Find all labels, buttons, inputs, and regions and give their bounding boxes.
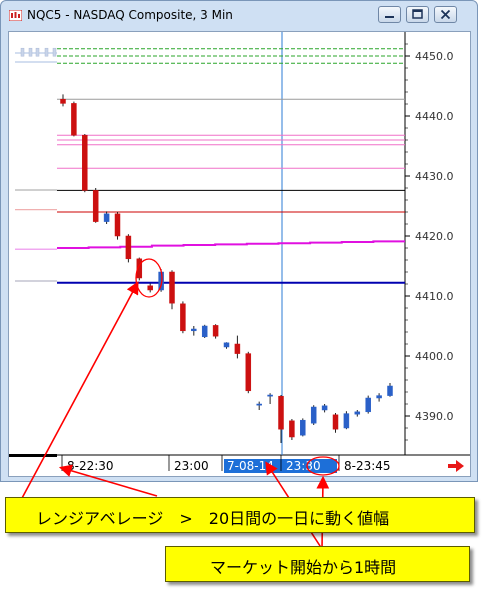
y-tick-label-3: 4420.0 — [415, 230, 454, 243]
pre-market-bar-3 — [44, 47, 49, 57]
candle-body-11 — [180, 303, 186, 332]
pre-market-bar-2 — [35, 47, 40, 57]
candle-body-25 — [332, 414, 339, 430]
candle-body-3 — [92, 190, 99, 222]
candle-body-5 — [114, 213, 121, 237]
candle-body-30 — [387, 385, 393, 396]
maximize-icon — [412, 9, 423, 19]
range-average-text: レンジアベレージ > 20日間の一日に動く値幅 — [36, 509, 390, 528]
window-title: NQC5 - NASDAQ Composite, 3 Min — [27, 8, 233, 22]
title-bar[interactable]: NQC5 - NASDAQ Composite, 3 Min — [1, 1, 477, 31]
candle-body-28 — [365, 397, 371, 413]
y-tick-label-0: 4450.0 — [415, 50, 454, 63]
chart-area[interactable]: 4450.0 4440.0 4430.0 4420.0 4410.0 4400.0 4390… — [8, 31, 471, 477]
candle-body-26 — [343, 413, 350, 429]
x-tick-label-3: 23:30 — [286, 459, 321, 473]
range-average-callout: レンジアベレージ > 20日間の一日に動く値幅 — [5, 497, 475, 533]
candle-body-19 — [267, 394, 273, 397]
candle-body-17 — [245, 353, 252, 392]
candle-body-6 — [125, 235, 132, 260]
pre-market-bar-4 — [52, 47, 57, 57]
candle-body-4 — [103, 213, 110, 222]
candle-body-22 — [300, 419, 306, 436]
candle-body-1 — [71, 103, 77, 136]
chart-window: NQC5 - NASDAQ Composite, 3 Min 4450.0 444… — [0, 0, 478, 482]
candle-body-2 — [82, 134, 88, 191]
candle-body-21 — [289, 420, 295, 438]
candle-body-23 — [310, 406, 317, 424]
x-tick-label-1: 23:00 — [174, 459, 209, 473]
scroll-right-arrow-icon[interactable] — [448, 460, 464, 472]
y-tick-label-5: 4400.0 — [415, 350, 454, 363]
market-open-callout: マーケット開始から1時間 — [165, 546, 470, 582]
candle-body-15 — [223, 342, 230, 348]
candle-body-14 — [212, 325, 219, 337]
close-button[interactable] — [434, 6, 457, 23]
y-tick-label-1: 4440.0 — [415, 110, 454, 123]
y-tick-label-6: 4390.0 — [415, 410, 454, 423]
maximize-button[interactable] — [406, 6, 429, 23]
minimize-button[interactable] — [378, 6, 401, 23]
candle-body-24 — [321, 405, 328, 411]
candle-body-20 — [278, 395, 284, 430]
candle-body-10 — [169, 271, 175, 304]
candle-body-9 — [158, 271, 164, 291]
candle-body-18 — [256, 403, 262, 406]
magenta-average-line — [57, 240, 405, 249]
pre-market-bar-0 — [20, 47, 25, 57]
candle-body-12 — [191, 328, 197, 332]
candle-body-8 — [147, 285, 153, 291]
y-tick-label-4: 4410.0 — [415, 290, 454, 303]
scroll-thumb — [9, 454, 57, 457]
candle-body-7 — [136, 258, 143, 279]
candle-body-29 — [376, 395, 382, 399]
chart-app-icon — [9, 10, 22, 21]
candlestick-chart[interactable]: 4450.0 4440.0 4430.0 4420.0 4410.0 4400.0 4390… — [9, 32, 470, 476]
x-tick-label-2: 7-08-14 — [227, 459, 274, 473]
candle-body-27 — [354, 411, 361, 415]
candle-body-13 — [201, 325, 208, 338]
minimize-icon — [385, 16, 394, 18]
pre-market-bar-1 — [28, 47, 33, 57]
x-tick-label-4: 8-23:45 — [344, 459, 391, 473]
x-tick-label-0: 8-22:30 — [67, 459, 114, 473]
candle-body-16 — [234, 343, 241, 354]
y-tick-label-2: 4430.0 — [415, 170, 454, 183]
candle-body-0 — [60, 98, 66, 104]
close-icon — [440, 9, 451, 20]
market-open-text: マーケット開始から1時間 — [210, 558, 397, 577]
